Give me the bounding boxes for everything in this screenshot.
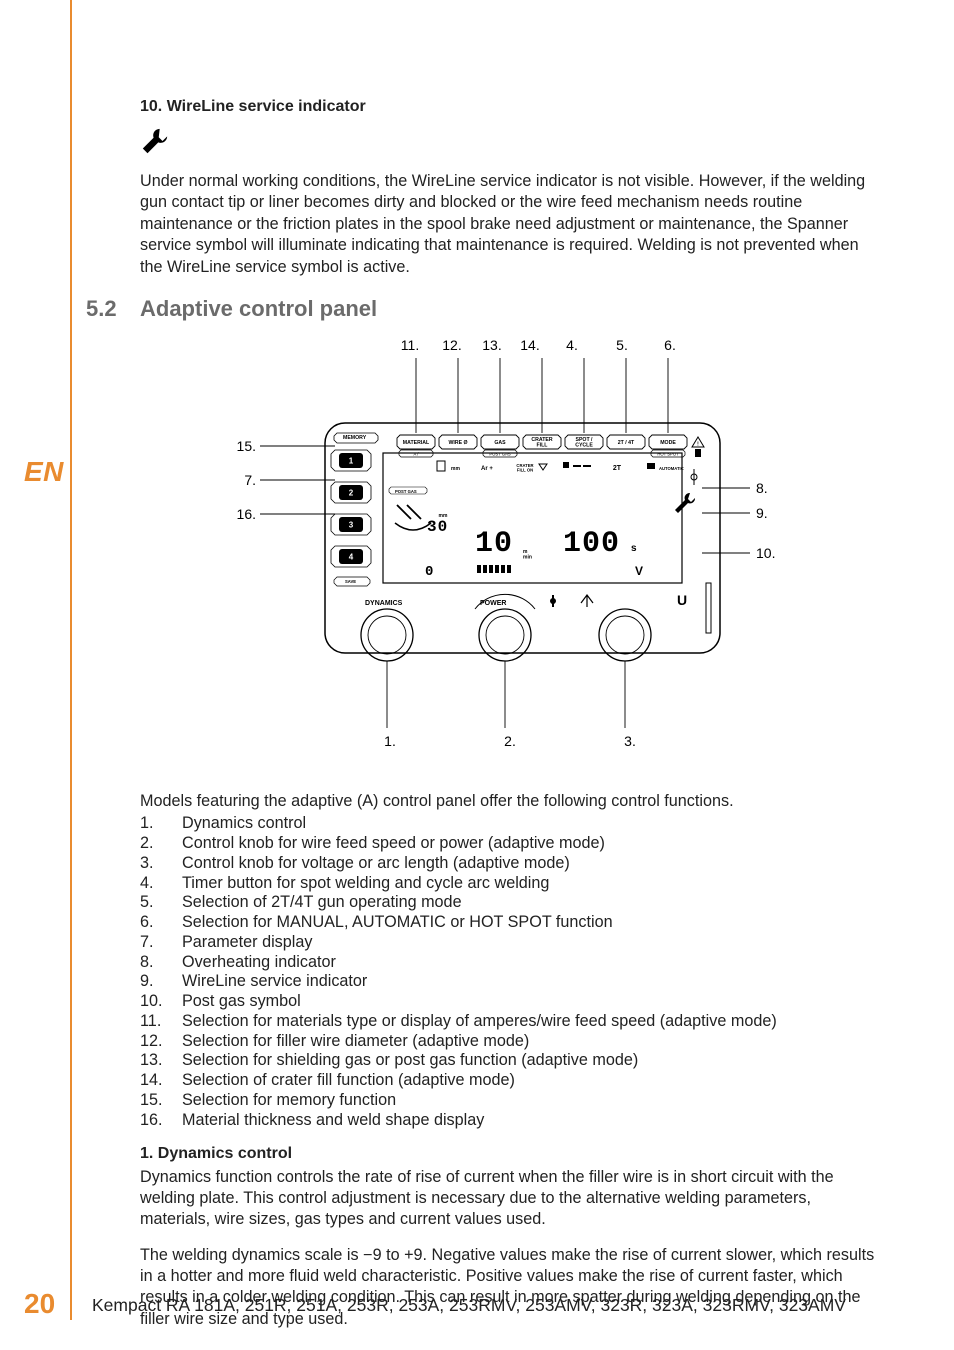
control-list-item: Selection for materials type or display … [140,1012,880,1032]
section-number: 5.2 [86,296,140,322]
control-list-item: Control knob for voltage or arc length (… [140,854,880,874]
dynamics-p2: The welding dynamics scale is −9 to +9. … [140,1245,880,1331]
svg-text:MEMORY: MEMORY [343,435,367,441]
svg-text:14.: 14. [520,337,539,353]
svg-text:CYCLE: CYCLE [575,442,593,448]
svg-text:4: 4 [349,552,354,561]
control-list-item: Selection of crater fill function (adapt… [140,1071,880,1091]
section-5-2-intro: Models featuring the adaptive (A) contro… [140,791,880,812]
page-accent-bar [70,0,72,1320]
svg-text:V: V [635,564,643,578]
language-tag: EN [24,456,64,488]
svg-text:9.: 9. [756,505,768,521]
section-title: Adaptive control panel [140,296,377,322]
section-10-body: Under normal working conditions, the Wir… [140,171,880,278]
control-list-item: Timer button for spot welding and cycle … [140,874,880,894]
control-list-item: Dynamics control [140,814,880,834]
svg-text:FILL ON: FILL ON [517,467,533,472]
svg-text:7.: 7. [244,472,256,488]
control-list-item: Post gas symbol [140,992,880,1012]
svg-text:2T: 2T [613,465,622,472]
svg-text:8.: 8. [756,480,768,496]
svg-text:POST GAS: POST GAS [395,489,417,494]
section-10-heading: 10. WireLine service indicator [140,98,880,116]
control-list-item: Material thickness and weld shape displa… [140,1111,880,1131]
section-5-2-header: 5.2 Adaptive control panel [86,296,880,322]
page-number: 20 [24,1288,55,1320]
control-list-item: Selection for MANUAL, AUTOMATIC or HOT S… [140,913,880,933]
svg-text:5.: 5. [616,337,628,353]
svg-text:0: 0 [425,564,434,580]
control-list-item: Selection of 2T/4T gun operating mode [140,893,880,913]
svg-text:GAS: GAS [494,440,506,446]
svg-text:2T / 4T: 2T / 4T [618,440,635,446]
control-list-item: Control knob for wire feed speed or powe… [140,834,880,854]
svg-text:A /: A / [414,451,420,456]
svg-text:10: 10 [475,527,513,561]
control-list-item: Parameter display [140,933,880,953]
svg-text:U: U [677,592,687,608]
svg-text:DYNAMICS: DYNAMICS [365,600,403,607]
svg-text:FILL: FILL [537,442,549,448]
control-panel-diagram: MATERIALA / WIRE ØGASPOST GASCRATERFILLS… [140,328,880,773]
svg-text:3: 3 [349,520,354,529]
svg-text:12.: 12. [442,337,461,353]
control-list-item: WireLine service indicator [140,972,880,992]
control-list-item: Selection for memory function [140,1091,880,1111]
svg-text:13.: 13. [482,337,501,353]
svg-text:HOT SPOT: HOT SPOT [657,451,679,456]
control-list-item: Selection for filler wire diameter (adap… [140,1032,880,1052]
dynamics-p1: Dynamics function controls the rate of r… [140,1167,880,1231]
svg-text:11.: 11. [401,337,419,353]
svg-text:6.: 6. [664,337,676,353]
svg-text:100: 100 [563,527,620,561]
svg-text:WIRE Ø: WIRE Ø [448,440,467,446]
svg-text:4.: 4. [566,337,578,353]
page-body: 10. WireLine service indicator Under nor… [140,98,880,1344]
svg-text:AUTOMATIC: AUTOMATIC [659,466,684,471]
svg-text:16.: 16. [237,506,256,522]
svg-text:15.: 15. [237,438,256,454]
svg-text:30: 30 [427,518,448,536]
svg-text:mm: mm [439,513,448,519]
svg-text:10.: 10. [756,545,775,561]
svg-text:2: 2 [349,488,354,497]
svg-text:1.: 1. [384,733,396,749]
svg-text:2.: 2. [504,733,516,749]
wrench-icon [140,126,170,156]
svg-text:mm: mm [451,466,460,472]
svg-text:MATERIAL: MATERIAL [403,440,430,446]
control-list-item: Overheating indicator [140,953,880,973]
svg-text:MODE: MODE [660,440,676,446]
svg-text:POST GAS: POST GAS [489,451,511,456]
svg-text:Ar +: Ar + [481,466,493,472]
svg-text:s: s [631,543,637,554]
svg-text:min: min [523,554,532,560]
control-list-item: Selection for shielding gas or post gas … [140,1051,880,1071]
control-functions-list: Dynamics controlControl knob for wire fe… [140,814,880,1130]
dynamics-heading: 1. Dynamics control [140,1145,880,1163]
svg-text:1: 1 [349,456,354,465]
svg-text:3.: 3. [624,733,636,749]
svg-text:SAVE: SAVE [345,579,356,584]
